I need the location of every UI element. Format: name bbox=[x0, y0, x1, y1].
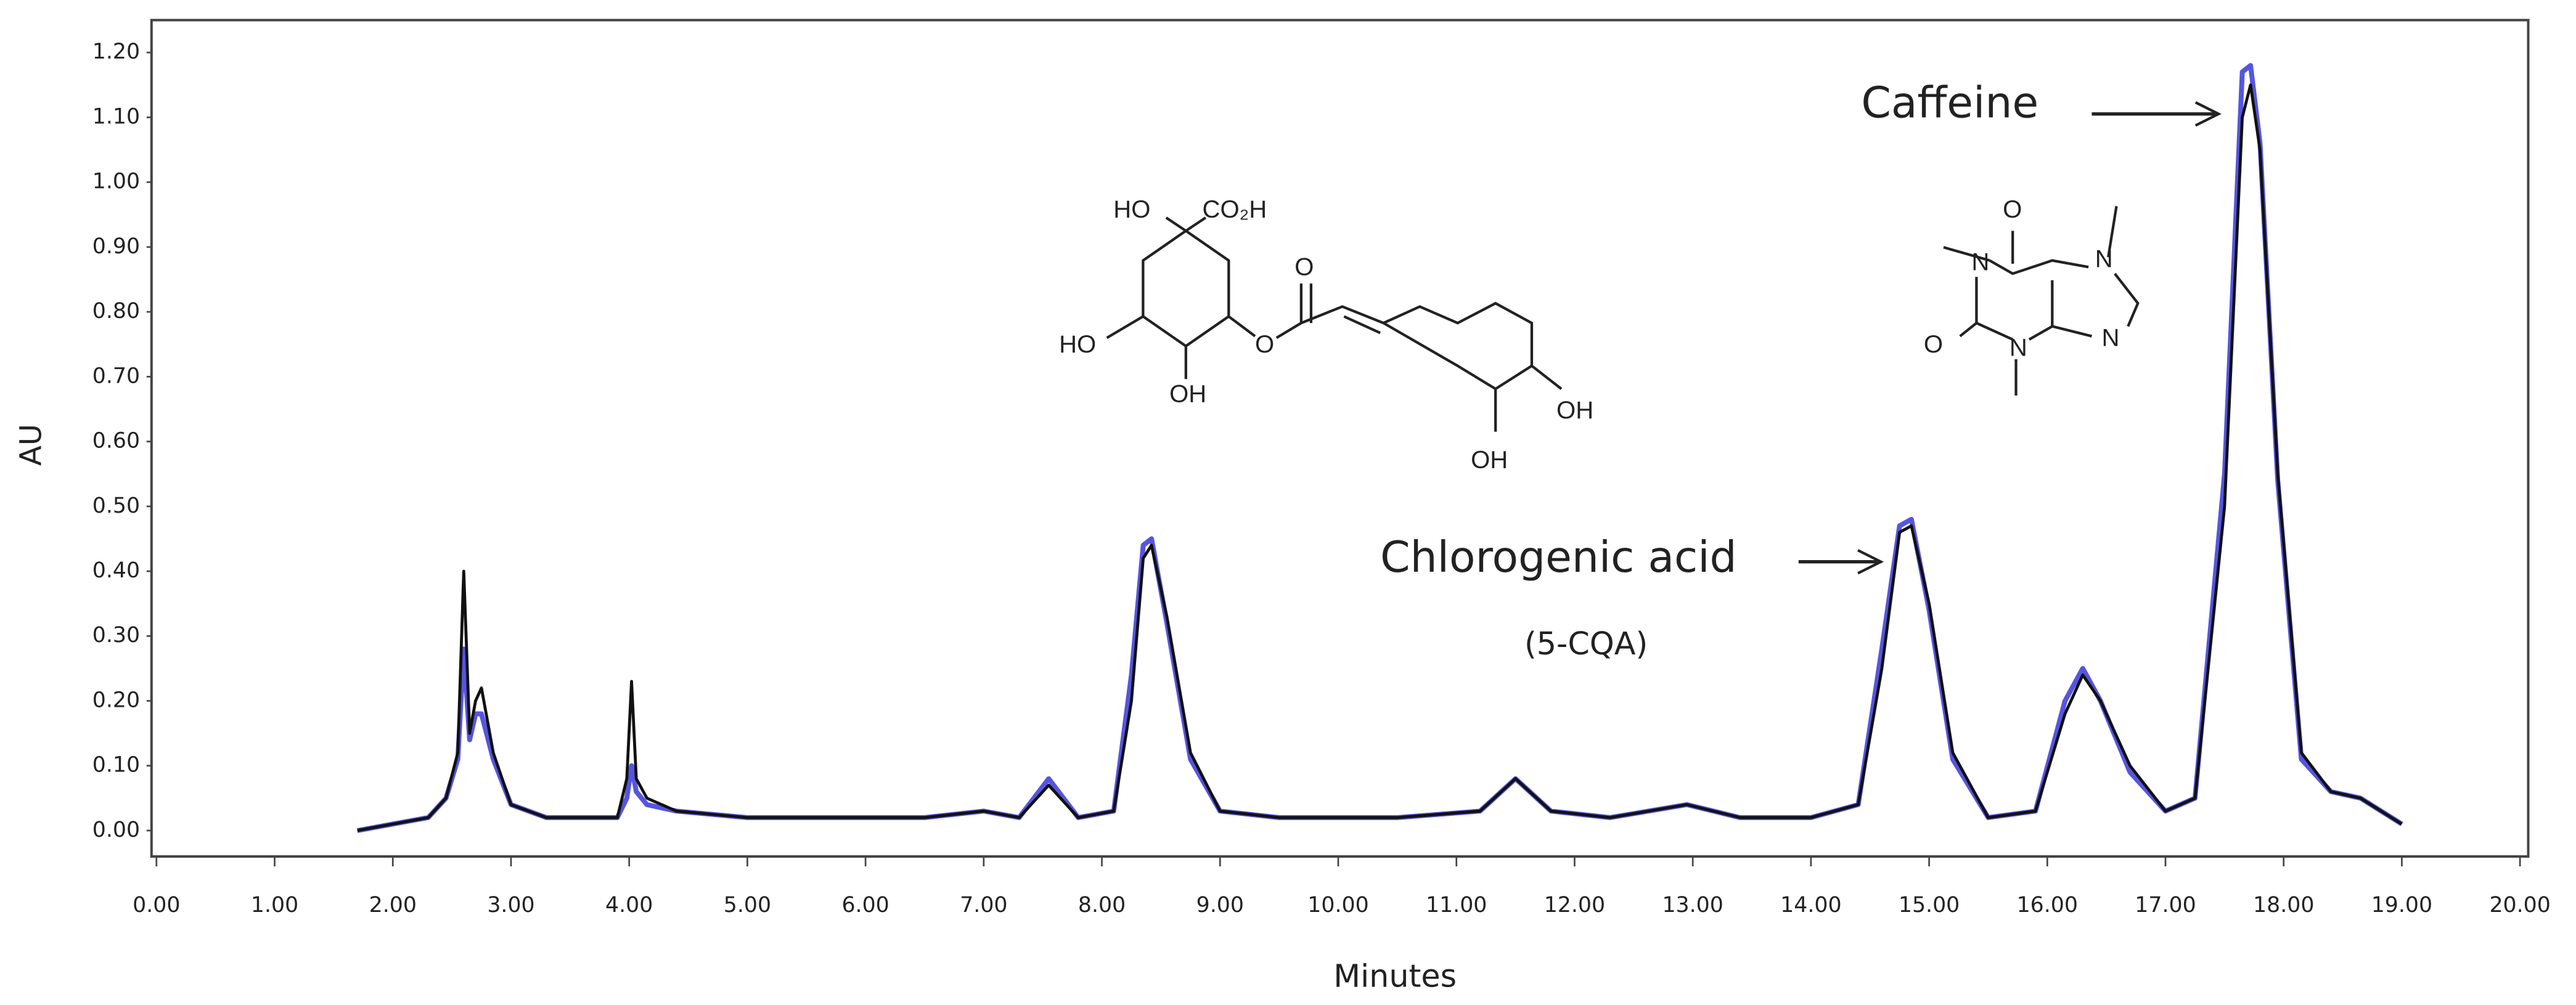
x-tick-label: 10.00 bbox=[1307, 893, 1368, 918]
y-tick-label: 1.20 bbox=[92, 39, 140, 64]
x-tick-label: 7.00 bbox=[960, 893, 1007, 918]
y-tick-label: 0.30 bbox=[92, 623, 140, 648]
bond bbox=[1142, 229, 1230, 348]
bond bbox=[1106, 216, 1563, 432]
atom-label: CO₂H bbox=[1203, 196, 1267, 223]
x-tick-label: 8.00 bbox=[1078, 893, 1126, 918]
atom-label: OH bbox=[1169, 380, 1206, 407]
y-tick-label: 0.10 bbox=[92, 753, 140, 778]
x-tick-label: 20.00 bbox=[2489, 893, 2550, 918]
plot-frame bbox=[150, 18, 2530, 858]
y-tick-label: 0.20 bbox=[92, 688, 140, 712]
atom-label: O bbox=[1924, 331, 1943, 358]
bond bbox=[1943, 206, 2140, 396]
y-tick-label: 0.50 bbox=[92, 494, 140, 518]
x-tick-label: 16.00 bbox=[2017, 893, 2078, 918]
atom-label: HO bbox=[1113, 196, 1150, 223]
x-tick-label: 17.00 bbox=[2135, 893, 2196, 918]
atom-label: N bbox=[2101, 325, 2119, 352]
x-tick-label: 14.00 bbox=[1780, 893, 1841, 918]
x-tick-label: 15.00 bbox=[1899, 893, 1960, 918]
x-axis-label: Minutes bbox=[1333, 958, 1457, 995]
x-tick-label: 5.00 bbox=[724, 893, 771, 918]
y-axis-label: AU bbox=[14, 424, 48, 466]
x-tick-label: 6.00 bbox=[841, 893, 889, 918]
atom-label: OH bbox=[1471, 446, 1508, 473]
x-tick-label: 4.00 bbox=[605, 893, 653, 918]
atom-label: N bbox=[2095, 245, 2113, 272]
annotation: Caffeine bbox=[1861, 79, 2038, 128]
atom-label: O bbox=[1294, 254, 1314, 281]
x-tick-label: 12.00 bbox=[1544, 893, 1605, 918]
x-tick-label: 18.00 bbox=[2253, 893, 2314, 918]
x-tick-label: 9.00 bbox=[1196, 893, 1244, 918]
atom-label: HO bbox=[1059, 331, 1096, 358]
x-tick-label: 13.00 bbox=[1662, 893, 1723, 918]
annotation: Chlorogenic acid bbox=[1380, 533, 1736, 582]
trace bbox=[357, 63, 2403, 833]
x-tick-label: 3.00 bbox=[487, 893, 534, 918]
x-tick-label: 2.00 bbox=[369, 893, 417, 918]
x-tick-label: 1.00 bbox=[251, 893, 298, 918]
arrow-head bbox=[1857, 549, 1884, 575]
y-tick-label: 1.10 bbox=[92, 104, 140, 129]
atom-label: OH bbox=[1556, 397, 1593, 424]
y-tick-label: 0.90 bbox=[92, 234, 140, 259]
y-tick-label: 0.40 bbox=[92, 558, 140, 583]
atom-label: N bbox=[1971, 249, 1989, 276]
annotation: (5-CQA) bbox=[1524, 625, 1648, 662]
atom-label: O bbox=[1255, 331, 1274, 358]
y-tick-label: 0.60 bbox=[92, 429, 140, 454]
x-tick-label: 0.00 bbox=[133, 893, 180, 918]
y-tick-label: 1.00 bbox=[92, 169, 140, 194]
y-tick-label: 0.70 bbox=[92, 364, 140, 388]
y-tick-label: 0.80 bbox=[92, 299, 140, 323]
trace bbox=[357, 83, 2403, 832]
caffeine-structure: O N N O N N bbox=[1924, 196, 2140, 396]
y-tick-label: 0.00 bbox=[92, 818, 140, 842]
chlorogenic-structure: HO CO₂H HO OH O O OH OH bbox=[1059, 196, 1593, 473]
atom-label: N bbox=[2010, 335, 2027, 362]
atom-label: O bbox=[2003, 196, 2022, 223]
x-tick-label: 19.00 bbox=[2371, 893, 2432, 918]
x-tick-label: 11.00 bbox=[1426, 893, 1487, 918]
annotations: Caffeine Chlorogenic acid (5-CQA) bbox=[1380, 79, 2222, 662]
arrow-head bbox=[2194, 101, 2222, 127]
